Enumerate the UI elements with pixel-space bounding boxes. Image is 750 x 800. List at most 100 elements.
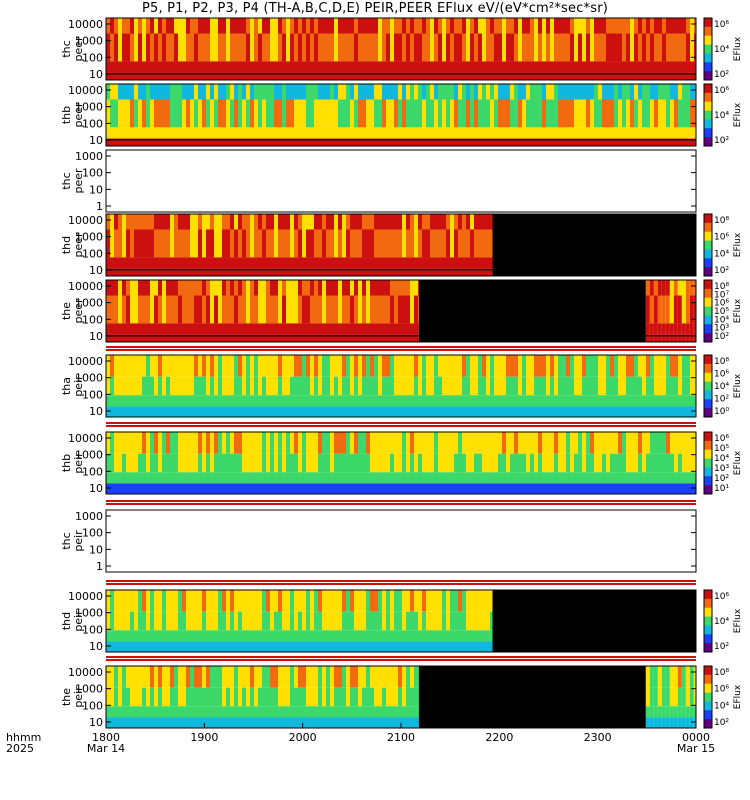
colorbar-segment xyxy=(704,128,712,138)
spectrogram-panel-tha-peir: 10000 1000 100 10 tha peir 10⁸ 10⁶ 10⁴ 10² 10⁰ EFlu… xyxy=(60,354,743,418)
y-axis-label-probe: thc xyxy=(60,172,73,189)
colorbar-label: EFlux xyxy=(733,608,743,633)
separator-stripe xyxy=(106,503,696,505)
colorbar-segment xyxy=(704,674,712,685)
colorbar-frame xyxy=(703,665,713,729)
panel-frame xyxy=(105,509,697,573)
separator-stripe xyxy=(106,425,696,427)
colorbar-segment xyxy=(704,119,712,129)
colorbar-tick-label: 10² xyxy=(714,70,729,80)
spectrogram-panel-thc-peir: 1000 100 10 1 thc peir xyxy=(60,509,697,573)
colorbar-segment xyxy=(704,598,712,609)
colorbar-segment xyxy=(704,267,712,277)
colorbar-frame xyxy=(703,354,713,418)
y-tick-label: 10 xyxy=(89,405,103,418)
separator-stripe xyxy=(106,422,696,424)
colorbar-tick-label: 10⁶ xyxy=(714,592,729,602)
colorbar-segment xyxy=(704,390,712,400)
colorbar-segment xyxy=(704,607,712,618)
x-tick-label: 0000 xyxy=(682,731,710,744)
colorbar-segment xyxy=(704,616,712,626)
colorbar-segment xyxy=(704,399,712,409)
colorbar-segment xyxy=(704,432,712,442)
y-tick-label: 100 xyxy=(82,388,103,401)
colorbar-segment xyxy=(704,44,712,54)
colorbar-label: EFlux xyxy=(733,232,743,257)
colorbar-segment xyxy=(704,53,712,63)
colorbar-tick-label: 10⁶ xyxy=(714,434,729,444)
panel-background xyxy=(106,150,696,212)
colorbar-tick-label: 10² xyxy=(714,642,729,652)
y-axis-label-species: peer xyxy=(72,168,85,194)
y-axis-label-species: peer xyxy=(72,298,85,324)
y-axis-label-probe: thb xyxy=(60,454,73,472)
spectrogram-panel-thb-peer: 10000 1000 100 10 thb peer 10⁶ 10⁴ 10² EFlux xyxy=(60,83,743,147)
colorbar-frame xyxy=(703,279,713,343)
colorbar-label: EFlux xyxy=(733,450,743,475)
colorbar-segment xyxy=(704,666,712,676)
y-tick-label: 1000 xyxy=(75,35,103,48)
y-tick-label: 10 xyxy=(89,68,103,81)
y-tick-label: 1000 xyxy=(75,101,103,114)
x-axis-label-year: 2025 xyxy=(6,742,34,755)
y-tick-label: 100 xyxy=(82,51,103,64)
colorbar-label: EFlux xyxy=(733,684,743,709)
y-tick-label: 10 xyxy=(89,716,103,729)
colorbar-segment xyxy=(704,249,712,259)
colorbar-segment xyxy=(704,315,712,325)
spectrogram-panel-thd-peir: 10000 1000 100 10 thd peir 10⁶ 10⁴ 10² EFlux xyxy=(60,589,743,653)
x-tick-label: 1900 xyxy=(190,731,218,744)
colorbar-segment xyxy=(704,35,712,46)
colorbar-segment xyxy=(704,288,712,299)
colorbar-segment xyxy=(704,719,712,729)
colorbar-tick-label: 10⁶ xyxy=(714,299,729,309)
y-tick-label: 10 xyxy=(89,330,103,343)
colorbar-segment xyxy=(704,467,712,477)
y-tick-label: 1000 xyxy=(75,150,103,163)
no-data-region xyxy=(418,666,646,728)
y-axis-label-probe: the xyxy=(60,688,73,706)
colorbar-tick-label: 10⁶ xyxy=(714,233,729,243)
colorbar-tick-label: 10² xyxy=(714,718,729,728)
colorbar-tick-label: 10² xyxy=(714,136,729,146)
panel-frame xyxy=(105,279,697,343)
colorbar-segment xyxy=(704,710,712,720)
colorbar-segment xyxy=(704,306,712,316)
y-axis-label-species: peer xyxy=(72,36,85,62)
y-tick-label: 10 xyxy=(89,482,103,495)
y-axis-label-probe: thc xyxy=(60,40,73,57)
y-axis-label-species: peer xyxy=(72,102,85,128)
colorbar-segment xyxy=(704,683,712,694)
colorbar-segment xyxy=(704,231,712,242)
y-tick-label: 100 xyxy=(82,465,103,478)
colorbar-segment xyxy=(704,701,712,711)
spectrogram-panel-thc-peer: 1000 100 10 1 thc peer xyxy=(60,149,697,213)
y-axis-label-species: peir xyxy=(72,530,85,552)
colorbar-segment xyxy=(704,258,712,268)
y-axis-label-probe: thd xyxy=(60,612,73,630)
y-tick-label: 10 xyxy=(89,543,103,556)
colorbar-tick-label: 10¹ xyxy=(714,484,729,494)
colorbar-tick-label: 10⁶ xyxy=(714,86,729,96)
colorbar-segment xyxy=(704,84,712,94)
spectrogram-panel-thd-peer: 10000 1000 100 10 thd peer 10⁸ 10⁶ 10⁴ 10² EFlux xyxy=(60,213,743,277)
y-tick-label: 1000 xyxy=(75,510,103,523)
colorbar-segment xyxy=(704,625,712,635)
y-axis-label-species: peir xyxy=(72,610,85,632)
separator-stripe xyxy=(106,500,696,502)
colorbar-tick-label: 10⁵ xyxy=(714,307,729,317)
colorbar-segment xyxy=(704,449,712,460)
colorbar-segment xyxy=(704,476,712,486)
y-tick-label: 10000 xyxy=(68,590,103,603)
y-axis-label-probe: thb xyxy=(60,106,73,124)
colorbar-segment xyxy=(704,333,712,343)
y-tick-label: 1000 xyxy=(75,297,103,310)
y-axis-label-species: peer xyxy=(72,232,85,258)
y-tick-label: 10 xyxy=(89,264,103,277)
y-tick-label: 100 xyxy=(82,313,103,326)
separator-stripe xyxy=(106,346,696,348)
colorbar-segment xyxy=(704,137,712,147)
y-tick-label: 10000 xyxy=(68,280,103,293)
colorbar-tick-label: 10⁴ xyxy=(714,45,729,55)
